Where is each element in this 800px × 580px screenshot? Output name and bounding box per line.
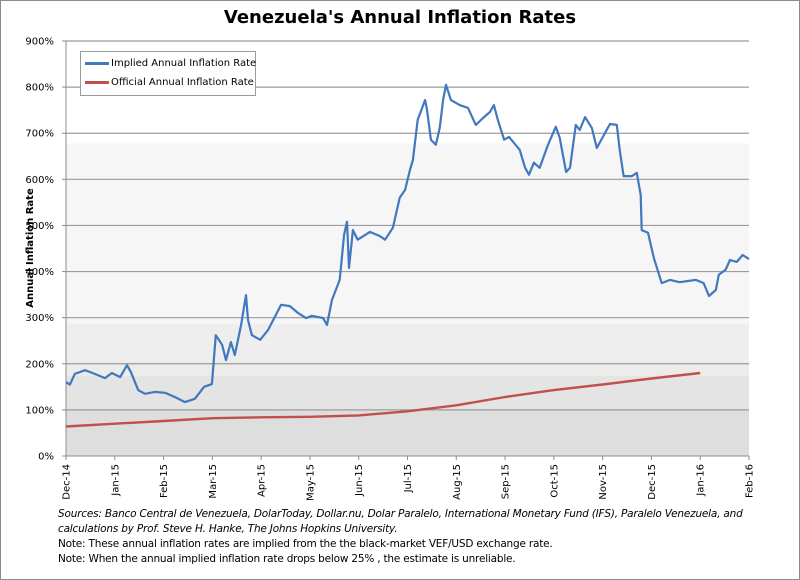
note-1: Note: These annual inflation rates are i… — [58, 538, 553, 550]
background-band — [66, 375, 749, 410]
x-tick-label: Jan-16 — [696, 464, 707, 497]
x-tick-label: Mar-15 — [208, 464, 219, 499]
legend-label-official: Official Annual Inflation Rate — [111, 77, 254, 88]
y-tick-label: 300% — [25, 313, 54, 324]
x-tick-label: Jun-15 — [354, 464, 365, 497]
x-tick-label: Dec-14 — [62, 464, 73, 500]
y-axis-label: Annual Inflation Rate — [25, 188, 36, 308]
y-tick-label: 400% — [25, 267, 54, 278]
x-tick-label: Jan-15 — [110, 464, 121, 497]
x-tick-label: May-15 — [305, 464, 316, 501]
x-tick-label: Nov-15 — [598, 464, 609, 500]
x-tick-label: Dec-15 — [647, 464, 658, 500]
series-line-implied — [65, 83, 750, 404]
sources-line-1: Sources: Banco Central de Venezuela, Dol… — [58, 508, 743, 520]
y-tick-label: 900% — [25, 37, 54, 48]
chart-title: Venezuela's Annual Inflation Rates — [223, 7, 577, 28]
series-line-official — [65, 371, 701, 428]
x-tick-label: Jul-15 — [403, 464, 414, 493]
x-tick-label: Sep-15 — [501, 464, 512, 499]
y-tick-label: 500% — [25, 221, 54, 232]
x-tick-label: Oct-15 — [549, 464, 560, 498]
background-band — [66, 143, 749, 324]
sources-line-2: calculations by Prof. Steve H. Hanke, Th… — [58, 523, 398, 535]
background-band — [66, 409, 749, 456]
chart-notes: Sources: Banco Central de Venezuela, Dol… — [58, 507, 743, 567]
x-tick-label: Feb-16 — [745, 464, 756, 498]
legend: Implied Annual Inflation Rate Official A… — [80, 51, 256, 96]
x-tick-label: Apr-15 — [257, 464, 268, 497]
background-band — [66, 323, 749, 362]
legend-item-official: Official Annual Inflation Rate — [85, 76, 254, 90]
legend-label-implied: Implied Annual Inflation Rate — [111, 58, 257, 69]
background-band — [66, 361, 749, 376]
y-tick-label: 200% — [25, 359, 54, 370]
y-tick-label: 600% — [25, 175, 54, 186]
x-tick-label: Aug-15 — [452, 464, 463, 500]
y-tick-label: 800% — [25, 83, 54, 94]
legend-swatch-implied — [85, 61, 109, 65]
legend-swatch-official — [85, 80, 109, 84]
x-tick-label: Feb-15 — [159, 464, 170, 498]
y-tick-label: 100% — [25, 405, 54, 416]
y-tick-label: 0% — [38, 452, 54, 463]
y-tick-label: 700% — [25, 129, 54, 140]
legend-item-implied: Implied Annual Inflation Rate — [85, 57, 256, 71]
note-2: Note: When the annual implied inflation … — [58, 553, 516, 565]
